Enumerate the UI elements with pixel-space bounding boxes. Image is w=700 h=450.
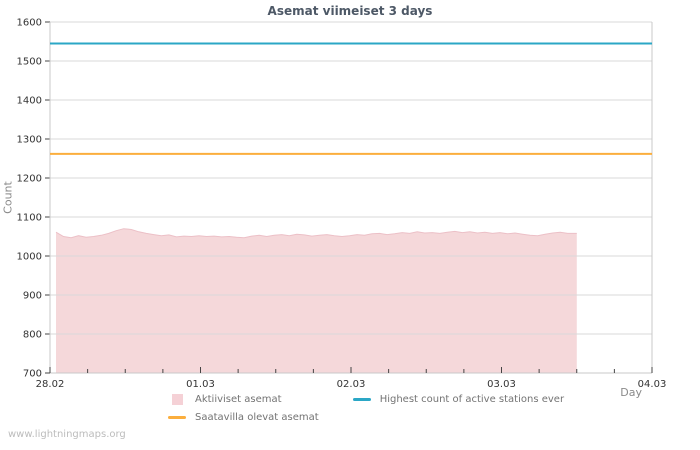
y-tick-label: 1300 (17, 135, 42, 146)
x-tick-label: 04.03 (638, 379, 667, 390)
area-swatch-icon (171, 394, 183, 405)
legend-swatch-wrap (168, 394, 186, 405)
y-tick-label: 1500 (17, 57, 42, 68)
legend: Aktiiviset asemat Saatavilla olevat asem… (168, 393, 564, 424)
y-tick-label: 1400 (17, 96, 42, 107)
x-axis-label: Day (620, 386, 642, 399)
series-area-active-stations (56, 228, 577, 373)
y-tick-label: 700 (23, 369, 42, 380)
line-swatch-icon (168, 416, 186, 419)
legend-item-highest-count: Highest count of active stations ever (352, 393, 565, 406)
y-tick-label: 900 (23, 291, 42, 302)
legend-label-highest-count: Highest count of active stations ever (379, 394, 565, 405)
x-tick-label: 28.02 (36, 379, 65, 390)
x-tick-label: 03.03 (487, 379, 516, 390)
x-tick-label: 02.03 (337, 379, 366, 390)
legend-label-available-stations: Saatavilla olevat asemat (195, 412, 319, 423)
watermark: www.lightningmaps.org (8, 429, 126, 440)
legend-item-active-stations: Aktiiviset asemat (168, 393, 319, 406)
legend-label-active-stations: Aktiiviset asemat (195, 394, 282, 405)
legend-swatch-wrap (352, 398, 371, 401)
line-swatch-icon (352, 398, 371, 401)
legend-column-right: Highest count of active stations ever (352, 393, 565, 406)
y-tick-label: 1100 (17, 213, 42, 224)
series-area-edge (55, 228, 577, 239)
legend-column-left: Aktiiviset asemat Saatavilla olevat asem… (168, 393, 319, 424)
chart-title: Asemat viimeiset 3 days (267, 4, 433, 18)
y-tick-label: 1000 (17, 252, 42, 263)
legend-swatch-wrap (168, 416, 186, 419)
y-axis-label: Count (1, 181, 15, 214)
legend-item-available-stations: Saatavilla olevat asemat (168, 411, 319, 424)
y-tick-label: 1600 (17, 18, 42, 29)
x-tick-label: 01.03 (186, 379, 215, 390)
y-tick-label: 800 (23, 330, 42, 341)
y-tick-label: 1200 (17, 174, 42, 185)
